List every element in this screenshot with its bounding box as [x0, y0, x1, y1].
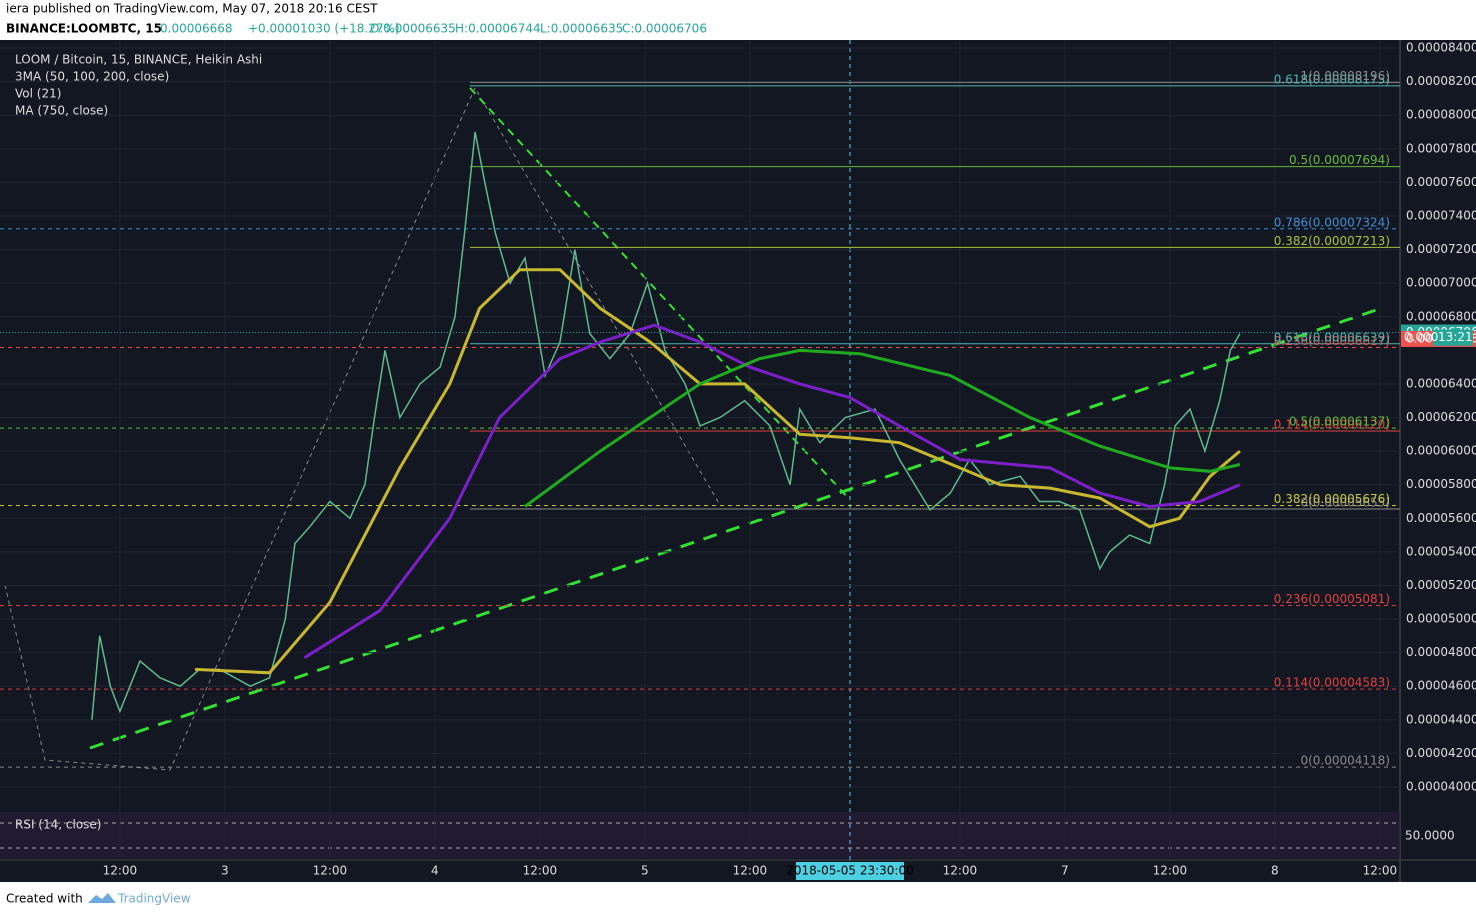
fib-label: 0.114(0.00004583): [1274, 676, 1390, 690]
y-tick-label: 0.00007000: [1406, 276, 1476, 290]
y-tick-label: 0.00005600: [1406, 511, 1476, 525]
y-tick-label: 0.00007600: [1406, 175, 1476, 189]
plot: [0, 40, 1400, 860]
fib-label: 0(0.00005655): [1300, 496, 1390, 510]
x-tick-label: 12:00: [103, 864, 138, 878]
y-tick-label: 0.00004200: [1406, 746, 1476, 760]
header-bg: [0, 0, 1476, 40]
publisher: iera published on TradingView.com, May 0…: [6, 2, 378, 16]
rsi-axis-label: 50.0000: [1405, 829, 1455, 843]
y-tick-label: 0.00008400: [1406, 41, 1476, 55]
trend-line: [89, 305, 1386, 750]
footer-text: Created with: [6, 892, 83, 906]
countdown-prefix: 0.000: [1404, 330, 1438, 344]
countdown-box: [1433, 329, 1473, 346]
fib-label: 0.382(0.00005676): [1274, 492, 1390, 506]
change: +0.00001030 (+18.27%): [248, 22, 400, 36]
x-tick-label: 8: [1271, 864, 1279, 878]
rsi-label: RSI (14, close): [15, 818, 101, 832]
fib-label: 0.114(0.00006120): [1274, 417, 1390, 431]
x-tick-label: 4: [431, 864, 439, 878]
last: 0.00006668: [160, 22, 233, 36]
series-line: [91, 131, 1241, 720]
y-tick-label: 0.00006200: [1406, 410, 1476, 424]
y-tick-label: 0.00007800: [1406, 141, 1476, 155]
crosshair-box: [796, 862, 904, 880]
fib-label: 0.786(0.00007324): [1274, 215, 1390, 229]
x-tick-label: 12:00: [523, 864, 558, 878]
y-tick-label: 0.00004400: [1406, 712, 1476, 726]
ohlc: L:0.00006635: [540, 22, 623, 36]
pitchfork: [4, 86, 721, 771]
fib-label: 0.618(0.00008175): [1274, 72, 1390, 86]
x-tick-label: 5: [641, 864, 649, 878]
countdown: 13:21: [1438, 330, 1473, 344]
fib-label: 0.236(0.00006617): [1274, 334, 1390, 348]
ohlc: H:0.00006744: [455, 22, 541, 36]
footer-brand: TradingView: [117, 892, 191, 906]
y-tick-label: 0.00005200: [1406, 578, 1476, 592]
y-tick-label: 0.00007400: [1406, 209, 1476, 223]
y-tick-label: 0.00006400: [1406, 376, 1476, 390]
fib-label: 0.618(0.00006639): [1274, 330, 1390, 344]
y-tick-label: 0.00007200: [1406, 242, 1476, 256]
x-tick-label: 7: [1061, 864, 1069, 878]
fib-label: 0.236(0.00005081): [1274, 592, 1390, 606]
ohlc: O:0.00006635: [370, 22, 456, 36]
x-tick-label: 3: [221, 864, 229, 878]
ohlc: C:0.00006706: [622, 22, 707, 36]
legend-entry: Vol (21): [15, 87, 61, 101]
legend-entry: 3MA (50, 100, 200, close): [15, 70, 169, 84]
chart-bg: [0, 40, 1400, 882]
x-tick-label: 12:00: [1153, 864, 1188, 878]
x-tick-label: 12:00: [733, 864, 768, 878]
y-tick-label: 0.00005400: [1406, 544, 1476, 558]
series-line: [303, 323, 1241, 659]
y-tick-label: 0.00008000: [1406, 108, 1476, 122]
y-tick-label: 0.00004000: [1406, 779, 1476, 793]
y-tick-label: 0.00004800: [1406, 645, 1476, 659]
y-tick-label: 0.00006800: [1406, 309, 1476, 323]
x-tick-label: 12:00: [313, 864, 348, 878]
logo: [88, 893, 116, 903]
crosshair-label: 2018-05-05 23:30:00: [786, 864, 913, 878]
symbol: BINANCE:LOOMBTC, 15: [6, 22, 162, 36]
series-line: [195, 268, 1241, 675]
series-line: [524, 348, 1241, 508]
fib-label: 0.5(0.00006137): [1289, 415, 1390, 429]
fib-label: 1(0.00008196): [1300, 69, 1390, 83]
y-tick-label: 0.00005000: [1406, 612, 1476, 626]
y-tick-label: 0.00005800: [1406, 477, 1476, 491]
y-tick-label: 0.00006000: [1406, 444, 1476, 458]
legend-entry: MA (750, close): [15, 104, 108, 118]
y-tick-label: 0.00004600: [1406, 679, 1476, 693]
price-axis-bg: [1400, 40, 1476, 882]
fib-label: 0.382(0.00007213): [1274, 234, 1390, 248]
y-tick-label: 0.00008200: [1406, 74, 1476, 88]
fib-label: 0.5(0.00007694): [1289, 153, 1390, 167]
x-tick-label: 12:00: [943, 864, 978, 878]
legend-entry: LOOM / Bitcoin, 15, BINANCE, Heikin Ashi: [15, 53, 262, 67]
rsi-pane: [0, 812, 1400, 858]
fib-label: 0(0.00004118): [1300, 754, 1390, 768]
x-tick-label: 12:00: [1363, 864, 1398, 878]
